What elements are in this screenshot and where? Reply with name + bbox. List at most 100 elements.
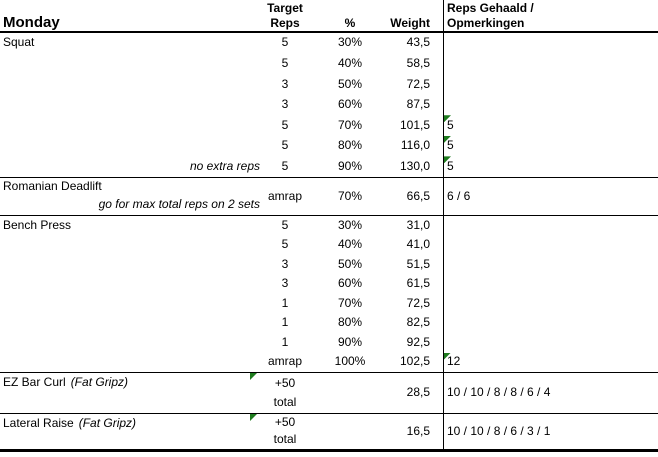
target-reps-cell[interactable]: +50 total: [250, 414, 320, 449]
weight-cell[interactable]: 61,5: [406, 276, 430, 291]
exercise-name-cell[interactable]: [0, 136, 250, 157]
percent-cell[interactable]: 50%: [337, 76, 363, 91]
percent-cell[interactable]: 100%: [334, 354, 366, 369]
exercise-name-cell[interactable]: [0, 353, 250, 373]
exercise-name-cell[interactable]: Lateral Raise (Fat Gripz): [0, 414, 250, 449]
percent-cell[interactable]: 50%: [337, 256, 363, 271]
target-reps-cell[interactable]: 5: [281, 55, 289, 70]
percent-cell[interactable]: 40%: [337, 237, 363, 252]
exercise-name-cell[interactable]: Squat: [3, 35, 35, 50]
target-reps-cell[interactable]: 3: [281, 276, 289, 291]
result-cell[interactable]: [443, 94, 658, 116]
percent-cell[interactable]: 80%: [337, 138, 363, 153]
percent-cell[interactable]: [320, 373, 380, 413]
target-reps-cell[interactable]: 1: [281, 315, 289, 330]
result-cell[interactable]: [443, 333, 658, 353]
result-cell[interactable]: [443, 33, 658, 54]
target-reps-cell[interactable]: 5: [281, 138, 289, 153]
exercise-name-cell[interactable]: [0, 294, 250, 314]
result-cell[interactable]: 10 / 10 / 8 / 6 / 3 / 1: [443, 414, 658, 449]
weight-cell[interactable]: 116,0: [400, 138, 430, 153]
set-row: 5 40% 41,0: [0, 235, 658, 256]
weight-cell[interactable]: 31,0: [406, 217, 430, 232]
result-cell[interactable]: 12: [443, 352, 658, 372]
set-row: 1 70% 72,5: [0, 294, 658, 314]
weight-cell[interactable]: 43,5: [406, 35, 430, 50]
result-cell[interactable]: 10 / 10 / 8 / 8 / 6 / 4: [443, 373, 658, 413]
percent-header-cell[interactable]: %: [344, 16, 356, 31]
percent-cell[interactable]: 90%: [337, 334, 363, 349]
exercise-name-cell[interactable]: Romanian Deadlift go for max total reps …: [0, 178, 260, 215]
percent-cell[interactable]: 80%: [337, 315, 363, 330]
target-reps-cell[interactable]: 5: [281, 35, 289, 50]
result-cell[interactable]: [443, 313, 658, 333]
result-header-cell[interactable]: Reps Gehaald / Opmerkingen: [443, 0, 658, 33]
target-reps-cell[interactable]: 1: [281, 295, 289, 310]
exercise-name-cell[interactable]: [0, 314, 250, 334]
result-cell[interactable]: 6 / 6: [443, 178, 658, 215]
weight-cell[interactable]: 92,5: [406, 334, 430, 349]
weight-cell[interactable]: 102,5: [399, 354, 430, 369]
target-reps-cell[interactable]: amrap: [267, 354, 302, 369]
result-cell[interactable]: [443, 53, 658, 75]
percent-cell[interactable]: 90%: [337, 158, 363, 173]
exercise-name-cell[interactable]: [0, 74, 250, 95]
weight-cell[interactable]: 16,5: [406, 423, 430, 438]
weight-cell[interactable]: 58,5: [406, 55, 430, 70]
set-row: 1 80% 82,5: [0, 313, 658, 334]
weight-cell[interactable]: 72,5: [406, 295, 430, 310]
weight-cell[interactable]: 66,5: [406, 188, 430, 203]
weight-header-cell[interactable]: Weight: [390, 16, 430, 31]
result-cell[interactable]: [443, 274, 658, 294]
weight-cell[interactable]: 28,5: [406, 385, 430, 400]
percent-cell[interactable]: 70%: [337, 117, 363, 132]
weight-cell[interactable]: 130,0: [399, 158, 430, 173]
percent-cell[interactable]: [320, 414, 380, 449]
exercise-name-cell[interactable]: [0, 333, 250, 353]
target-reps-cell[interactable]: 5: [281, 117, 289, 132]
day-title-cell[interactable]: Monday: [3, 13, 60, 31]
percent-cell[interactable]: 70%: [337, 295, 363, 310]
exercise-name-cell[interactable]: [0, 115, 250, 136]
exercise-name-cell[interactable]: Bench Press: [3, 217, 72, 232]
percent-cell[interactable]: 70%: [337, 188, 363, 203]
target-reps-header-cell[interactable]: Target Reps: [250, 0, 320, 33]
exercise-name-cell[interactable]: [0, 255, 250, 275]
result-cell[interactable]: [443, 255, 658, 275]
result-cell[interactable]: [443, 235, 658, 255]
percent-cell[interactable]: 60%: [337, 276, 363, 291]
set-note-cell[interactable]: no extra reps: [189, 158, 260, 173]
target-reps-cell[interactable]: 1: [281, 334, 289, 349]
target-reps-cell[interactable]: amrap: [267, 188, 302, 203]
target-reps-cell[interactable]: 5: [281, 217, 289, 232]
target-reps-cell[interactable]: 5: [281, 158, 289, 173]
exercise-name-cell[interactable]: [0, 54, 250, 75]
target-reps-cell[interactable]: 5: [281, 237, 289, 252]
percent-cell[interactable]: 30%: [337, 217, 363, 232]
weight-cell[interactable]: 72,5: [406, 76, 430, 91]
weight-cell[interactable]: 87,5: [406, 97, 430, 112]
result-cell[interactable]: [443, 74, 658, 95]
result-cell[interactable]: [443, 294, 658, 314]
percent-cell[interactable]: 30%: [337, 35, 363, 50]
target-reps-cell[interactable]: 3: [281, 256, 289, 271]
weight-cell[interactable]: 101,5: [399, 117, 430, 132]
exercise-name-note: (Fat Gripz): [78, 416, 137, 430]
target-reps-cell[interactable]: 3: [281, 97, 289, 112]
weight-cell[interactable]: 41,0: [406, 237, 430, 252]
result-cell[interactable]: [443, 216, 658, 236]
exercise-name-cell[interactable]: [0, 236, 250, 256]
result-cell[interactable]: 5: [443, 156, 658, 177]
target-reps-cell[interactable]: 3: [281, 76, 289, 91]
exercise-name-cell[interactable]: EZ Bar Curl (Fat Gripz): [0, 373, 250, 413]
exercise-name-cell[interactable]: [0, 275, 250, 295]
result-cell[interactable]: 5: [443, 115, 658, 136]
percent-cell[interactable]: 60%: [337, 97, 363, 112]
result-cell[interactable]: 5: [443, 135, 658, 157]
percent-cell[interactable]: 40%: [337, 55, 363, 70]
exercise-name-cell[interactable]: [0, 95, 250, 116]
target-reps-cell[interactable]: +50 total: [250, 373, 320, 413]
set-row: 5 80% 116,0 5: [0, 135, 658, 157]
weight-cell[interactable]: 82,5: [406, 315, 430, 330]
weight-cell[interactable]: 51,5: [406, 256, 430, 271]
